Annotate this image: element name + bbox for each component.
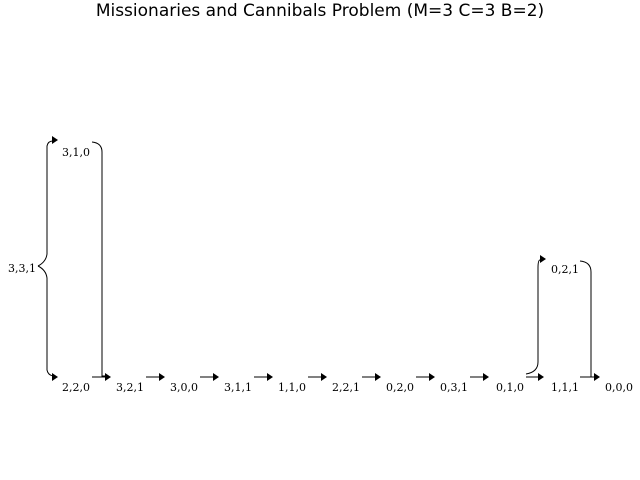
node-221: 2,2,1 xyxy=(332,381,360,394)
diagram-title: Missionaries and Cannibals Problem (M=3 … xyxy=(96,1,544,21)
edge-010-to-111 xyxy=(526,373,544,381)
node-020: 0,2,0 xyxy=(386,381,414,394)
edge-321-to-300 xyxy=(146,373,165,381)
edge-311-to-110 xyxy=(254,373,273,381)
node-300: 3,0,0 xyxy=(170,381,198,394)
node-000: 0,0,0 xyxy=(605,381,633,394)
edge-331-to-220 xyxy=(37,265,58,381)
edges xyxy=(37,136,600,381)
node-311: 3,1,1 xyxy=(224,381,252,394)
node-031: 0,3,1 xyxy=(440,381,468,394)
edge-010-to-021 xyxy=(525,255,546,375)
edge-021-to-000 xyxy=(579,260,600,381)
node-220: 2,2,0 xyxy=(62,381,90,394)
node-root: 3,3,1 xyxy=(8,262,36,275)
edge-310-to-321 xyxy=(91,141,111,381)
edge-020-to-031 xyxy=(416,373,435,381)
edge-300-to-311 xyxy=(200,373,219,381)
node-111: 1,1,1 xyxy=(551,381,579,394)
node-021: 0,2,1 xyxy=(551,263,579,276)
node-110: 1,1,0 xyxy=(278,381,306,394)
edge-331-to-310 xyxy=(37,136,58,267)
node-321: 3,2,1 xyxy=(116,381,144,394)
edge-110-to-221 xyxy=(308,373,327,381)
edge-221-to-020 xyxy=(362,373,381,381)
nodes: 3,3,1 3,1,0 2,2,0 3,2,1 3,0,0 3,1,1 1,1,… xyxy=(8,146,633,394)
node-310: 3,1,0 xyxy=(62,146,90,159)
edge-031-to-010 xyxy=(470,373,489,381)
node-010: 0,1,0 xyxy=(496,381,524,394)
